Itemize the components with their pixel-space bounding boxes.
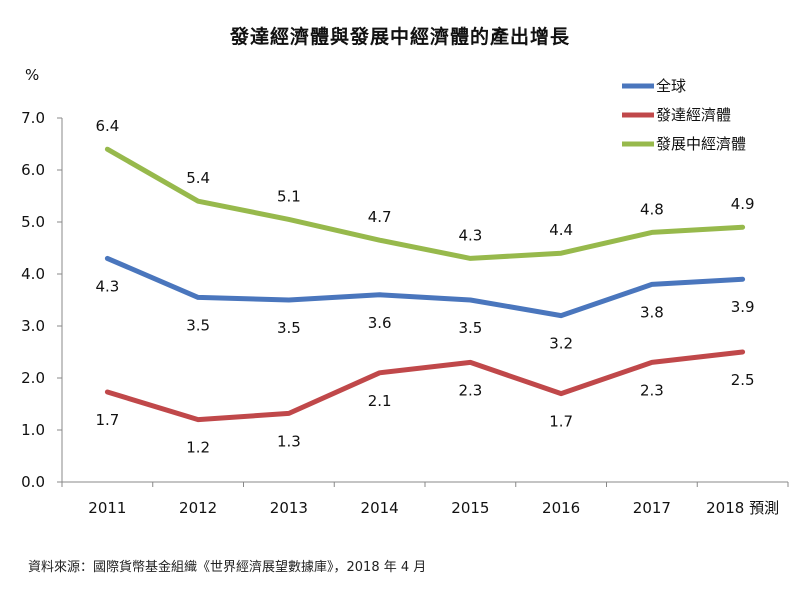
data-label: 1.2 [186,439,210,457]
data-label: 1.7 [549,413,573,431]
series-line-2 [104,349,746,423]
y-tick-label: 3.0 [21,317,45,335]
data-label: 4.3 [458,226,482,244]
data-label: 2.3 [458,381,482,399]
data-label: 4.9 [731,195,755,213]
data-label: 3.5 [277,319,301,337]
y-tick-label: 5.0 [21,213,45,231]
data-label: 6.4 [95,117,119,135]
data-label: 2.3 [640,381,664,399]
y-axis-unit: % [25,66,39,84]
x-tick-label: 2016 [542,499,580,517]
legend-label: 全球 [656,77,686,95]
series-line-3 [104,146,746,261]
data-label: 3.5 [458,319,482,337]
data-label: 5.1 [277,187,301,205]
data-label: 1.7 [95,411,119,429]
data-label: 3.5 [186,316,210,334]
y-tick-label: 0.0 [21,473,45,491]
data-labels-layer: 4.3 3.5 3.5 3.6 3.5 3.2 3.8 3.9 1.7 1.2 1.3 2.1 2.3 1… [95,117,754,456]
data-label: 4.7 [368,208,392,226]
data-label: 5.4 [186,169,210,187]
series-line-1 [104,255,746,319]
data-label: 3.2 [549,335,573,353]
x-tick-label: 2017 [633,499,671,517]
series-layer [104,146,746,423]
y-tick-label: 1.0 [21,421,45,439]
y-tick-label: 6.0 [21,161,45,179]
y-tick-label: 2.0 [21,369,45,387]
data-label: 2.5 [731,371,755,389]
x-tick-label: 2012 [179,499,217,517]
axes: 0.0 1.0 2.0 3.0 4.0 5.0 6.0 7.0% 2011 2012 2013 201… [21,66,789,517]
y-tick-label: 7.0 [21,109,45,127]
data-label: 1.3 [277,432,301,450]
x-tick-label: 2018 預測 [706,499,779,517]
chart-title: 發達經濟體與發展中經濟體的產出增長 [229,26,570,48]
data-label: 2.1 [368,392,392,410]
x-tick-label: 2011 [88,499,126,517]
legend-label: 發展中經濟體 [656,135,746,153]
data-label: 4.3 [95,277,119,295]
data-label: 4.8 [640,200,664,218]
line-chart: 0.0 1.0 2.0 3.0 4.0 5.0 6.0 7.0% 2011 2012 2013 201… [21,66,789,517]
source-note: 資料來源：國際貨幣基金組織《世界經濟展望數據庫》，2018 年 4 月 [28,560,427,575]
x-tick-label: 2014 [361,499,399,517]
data-label: 4.4 [549,221,573,239]
y-tick-label: 4.0 [21,265,45,283]
data-label: 3.9 [731,298,755,316]
x-tick-label: 2015 [451,499,489,517]
legend-label: 發達經濟體 [656,106,731,124]
x-tick-label: 2013 [270,499,308,517]
data-label: 3.8 [640,303,664,321]
data-label: 3.6 [368,314,392,332]
